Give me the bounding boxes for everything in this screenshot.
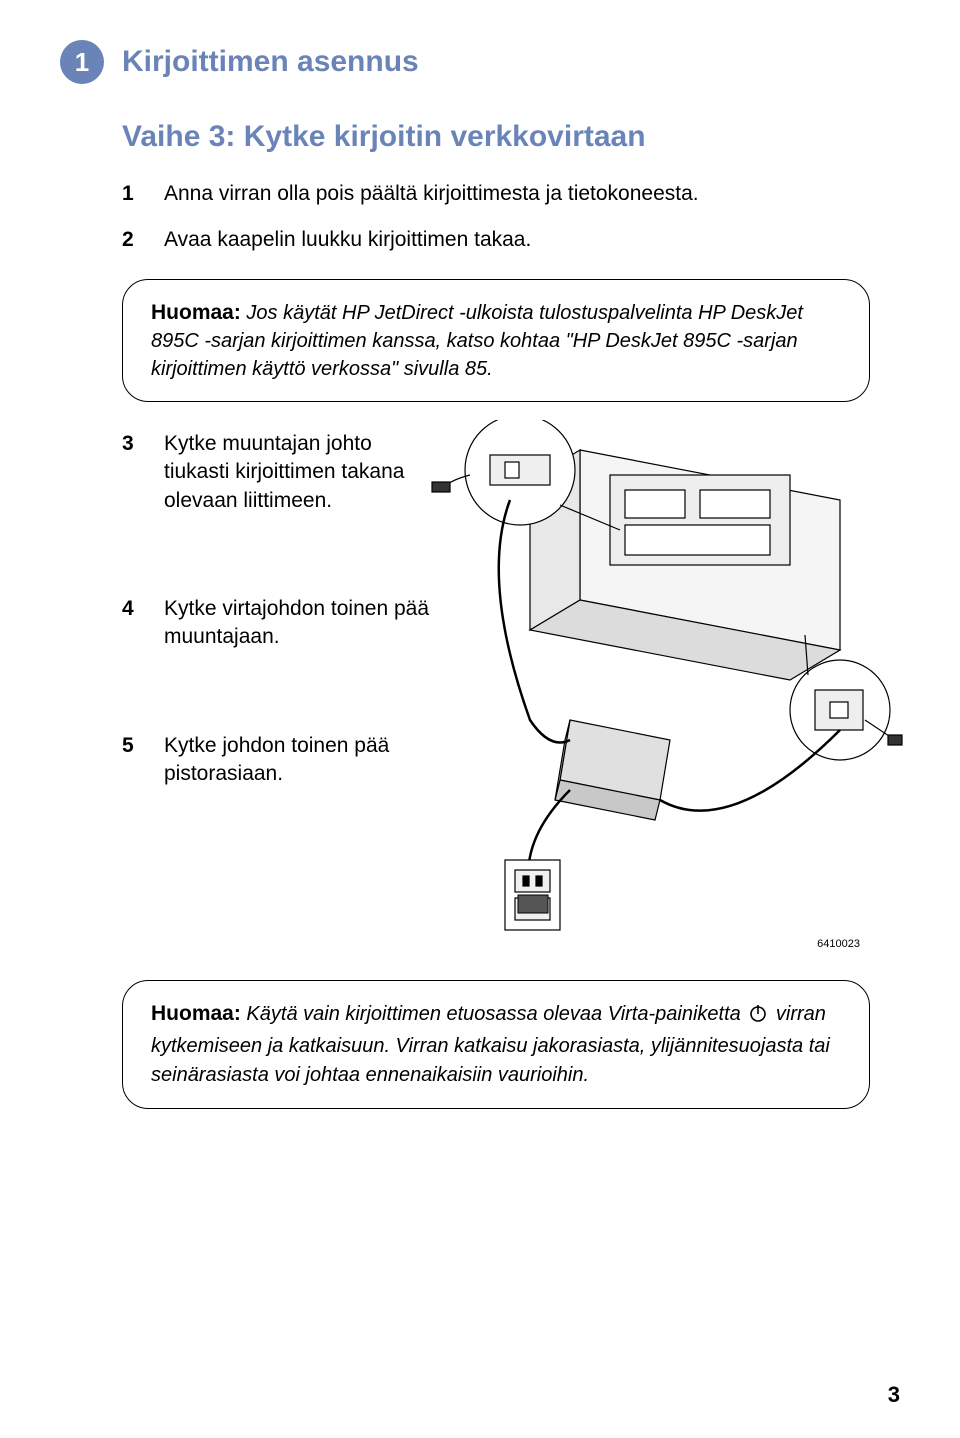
chapter-badge: 1 — [60, 40, 104, 84]
step-number: 3 — [122, 430, 146, 515]
page: 1 Kirjoittimen asennus Vaihe 3: Kytke ki… — [0, 0, 960, 1438]
step-title: Vaihe 3: Kytke kirjoitin verkkovirtaan — [122, 120, 880, 154]
note-box-1: Huomaa: Jos käytät HP JetDirect -ulkoist… — [122, 279, 870, 402]
note-text-a: Käytä vain kirjoittimen etuosassa olevaa… — [246, 1003, 740, 1025]
step-text: Avaa kaapelin luukku kirjoittimen takaa. — [164, 226, 531, 254]
step-text: Kytke virtajohdon toinen pää muuntajaan. — [164, 595, 442, 652]
step-number: 4 — [122, 595, 146, 652]
step-2: 2 Avaa kaapelin luukku kirjoittimen taka… — [122, 226, 880, 254]
middle-block: 3 Kytke muuntajan johto tiukasti kirjoit… — [122, 430, 880, 950]
step-1: 1 Anna virran olla pois päältä kirjoitti… — [122, 180, 880, 208]
power-icon — [748, 1003, 768, 1032]
step-5: 5 Kytke johdon toinen pää pistorasiaan. — [122, 732, 442, 789]
note-text: Jos käytät HP JetDirect -ulkoista tulost… — [151, 302, 803, 380]
step-text: Anna virran olla pois päältä kirjoittime… — [164, 180, 699, 208]
steps-left: 3 Kytke muuntajan johto tiukasti kirjoit… — [122, 430, 442, 788]
step-3: 3 Kytke muuntajan johto tiukasti kirjoit… — [122, 430, 442, 515]
step-number: 1 — [122, 180, 146, 208]
step-number: 5 — [122, 732, 146, 789]
illustration-code: 6410023 — [817, 938, 860, 950]
chapter-title: Kirjoittimen asennus — [122, 45, 419, 79]
step-text: Kytke muuntajan johto tiukasti kirjoitti… — [164, 430, 442, 515]
note-box-2: Huomaa: Käytä vain kirjoittimen etuosass… — [122, 980, 870, 1109]
step-4: 4 Kytke virtajohdon toinen pää muuntajaa… — [122, 595, 442, 652]
note-label: Huomaa: — [151, 1002, 241, 1025]
chapter-header: 1 Kirjoittimen asennus — [60, 40, 880, 84]
printer-illustration — [410, 420, 910, 940]
note-label: Huomaa: — [151, 301, 241, 324]
page-number: 3 — [888, 1382, 900, 1408]
step-text: Kytke johdon toinen pää pistorasiaan. — [164, 732, 442, 789]
step-number: 2 — [122, 226, 146, 254]
